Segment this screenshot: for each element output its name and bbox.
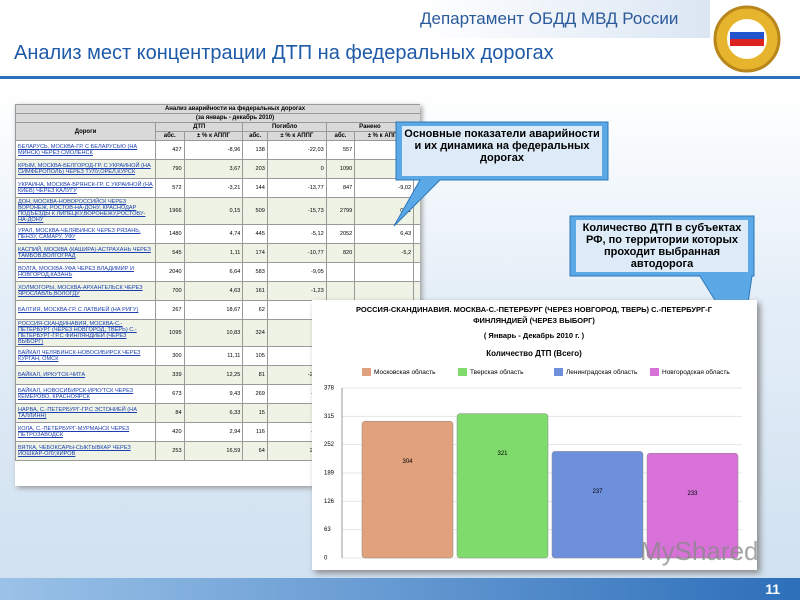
value-label: 304 bbox=[402, 459, 413, 465]
road-name: БЕЛАРУСЬ, МОСКВА-ГР. С БЕЛАРУСЬЮ (НА МИН… bbox=[15, 140, 156, 160]
cell: 1095 bbox=[155, 319, 185, 347]
road-name: РОССИЯ-СКАНДИНАВИЯ, МОСКВА-С.-ПЕТЕРБУРГ … bbox=[15, 319, 156, 347]
footer-band bbox=[0, 578, 800, 600]
legend-swatch bbox=[362, 368, 371, 376]
bar bbox=[551, 451, 644, 559]
road-name: ХОЛМОГОРЫ, МОСКВА-АРХАНГЕЛЬСК ЧЕРЕЗ ЯРОС… bbox=[15, 281, 156, 301]
cell: 0,15 bbox=[183, 197, 244, 225]
table-row: ВОЛГА, МОСКВА-УФА ЧЕРЕЗ ВЛАДИМИР И НОВГО… bbox=[15, 262, 420, 282]
cell: -1,23 bbox=[266, 281, 327, 301]
chart: РОССИЯ-СКАНДИНАВИЯ. МОСКВА-С.-ПЕТЕРБУРГ … bbox=[324, 305, 742, 562]
cell: 3,67 bbox=[183, 159, 244, 179]
y-tick-label: 252 bbox=[324, 442, 335, 448]
value-label: 321 bbox=[497, 451, 508, 457]
page-number: 11 bbox=[765, 581, 780, 597]
y-tick-label: 63 bbox=[324, 527, 331, 533]
y-tick-label: 126 bbox=[324, 499, 335, 505]
chart-panel: РОССИЯ-СКАНДИНАВИЯ. МОСКВА-С.-ПЕТЕРБУРГ … bbox=[312, 300, 757, 570]
road-name: БАЙКАЛ ЧЕЛЯБИНСК-НОВОСИБИРСК ЧЕРЕЗ КУРГА… bbox=[15, 346, 156, 366]
cell: 161 bbox=[242, 281, 268, 301]
chart-heading: Количество ДТП (Всего) bbox=[486, 349, 582, 358]
legend-label: Тверская область bbox=[470, 368, 524, 376]
cell: 339 bbox=[155, 365, 185, 385]
cell: 790 bbox=[155, 159, 185, 179]
road-name: БАЛТИЯ, МОСКВА-ГР. С ЛАТВИЕЙ (НА РИГУ) bbox=[15, 300, 156, 320]
cell: 10,83 bbox=[183, 319, 244, 347]
legend-label: Московская область bbox=[374, 368, 436, 376]
road-name: ВЯТКА, ЧЕБОКСАРЫ-СЫКТЫВКАР ЧЕРЕЗ ЙОШКАР-… bbox=[15, 441, 156, 461]
legend-label: Ленинградская область bbox=[566, 368, 638, 376]
rule bbox=[0, 76, 800, 79]
callout: Количество ДТП в субъектах РФ, по террит… bbox=[582, 222, 742, 270]
bar bbox=[361, 421, 454, 559]
cell: 174 bbox=[242, 243, 268, 263]
cell: 203 bbox=[242, 159, 268, 179]
watermark: MyShared bbox=[640, 536, 759, 566]
cell: 6,33 bbox=[183, 403, 244, 423]
cell: 1966 bbox=[155, 197, 185, 225]
value-label: 233 bbox=[687, 491, 698, 497]
y-tick-label: 378 bbox=[324, 386, 335, 392]
table-row: БЕЛАРУСЬ, МОСКВА-ГР. С БЕЛАРУСЬЮ (НА МИН… bbox=[15, 140, 420, 160]
value-label: 237 bbox=[592, 489, 603, 495]
road-name: УКРАИНА, МОСКВА-БРЯНСК-ГР. С УКРАИНОЙ (Н… bbox=[15, 178, 156, 198]
road-name: НАРВА, С.-ПЕТЕРБУРГ-ГР.С ЭСТОНИЕЙ (НА ТА… bbox=[15, 403, 156, 423]
cell: 16,59 bbox=[183, 441, 244, 461]
legend-swatch bbox=[458, 368, 467, 376]
cell: -5,2 bbox=[354, 243, 415, 263]
road-name: КАСПИЙ, МОСКВА (КАШИРА)-АСТРАХАНЬ ЧЕРЕЗ … bbox=[15, 243, 156, 263]
emblem bbox=[713, 5, 781, 73]
bar bbox=[456, 413, 549, 559]
chart-title: РОССИЯ-СКАНДИНАВИЯ. МОСКВА-С.-ПЕТЕРБУРГ … bbox=[356, 305, 713, 314]
cell: 2799 bbox=[325, 197, 356, 225]
cell: 700 bbox=[155, 281, 185, 301]
legend-swatch bbox=[554, 368, 563, 376]
cell: 23,08 bbox=[266, 441, 327, 461]
cell: 1,11 bbox=[183, 243, 244, 263]
legend-label: Новгородская область bbox=[662, 368, 730, 376]
bar bbox=[646, 452, 739, 559]
y-tick-label: 0 bbox=[324, 556, 328, 562]
table-row: ХОЛМОГОРЫ, МОСКВА-АРХАНГЕЛЬСК ЧЕРЕЗ ЯРОС… bbox=[15, 281, 420, 301]
chart-title: ФИНЛЯНДИЕЙ (ЧЕРЕЗ ВЫБОРГ) bbox=[473, 316, 595, 325]
y-tick-label: 189 bbox=[324, 471, 335, 477]
cell: 1090 bbox=[325, 159, 356, 179]
road-name: КРЫМ, МОСКВА-БЕЛГОРОД-ГР. С УКРАИНОЙ (НА… bbox=[15, 159, 156, 179]
y-tick-label: 315 bbox=[324, 414, 335, 420]
cell: -15,73 bbox=[266, 197, 327, 225]
legend-swatch bbox=[650, 368, 659, 376]
chart-subtitle: ( Январь - Декабрь 2010 г. ) bbox=[484, 331, 585, 340]
slide-title: Анализ мест концентрации ДТП на федераль… bbox=[14, 42, 554, 64]
cell: 4,63 bbox=[183, 281, 244, 301]
road-name: БАЙКАЛ, НОВОСИБИРСК-ИРКУТСК ЧЕРЕЗ КЕМЕРО… bbox=[15, 384, 156, 404]
cell: 64 bbox=[242, 441, 268, 461]
header-row: ДорогиДТППогиблоРаненоТ... по... bbox=[15, 122, 420, 141]
callout: Основные показатели аварийности и их дин… bbox=[404, 128, 600, 164]
department: Департамент ОБДД МВД России bbox=[420, 0, 710, 38]
cell: -10,77 bbox=[266, 243, 327, 263]
road-name: ВОЛГА, МОСКВА-УФА ЧЕРЕЗ ВЛАДИМИР И НОВГО… bbox=[15, 262, 156, 282]
